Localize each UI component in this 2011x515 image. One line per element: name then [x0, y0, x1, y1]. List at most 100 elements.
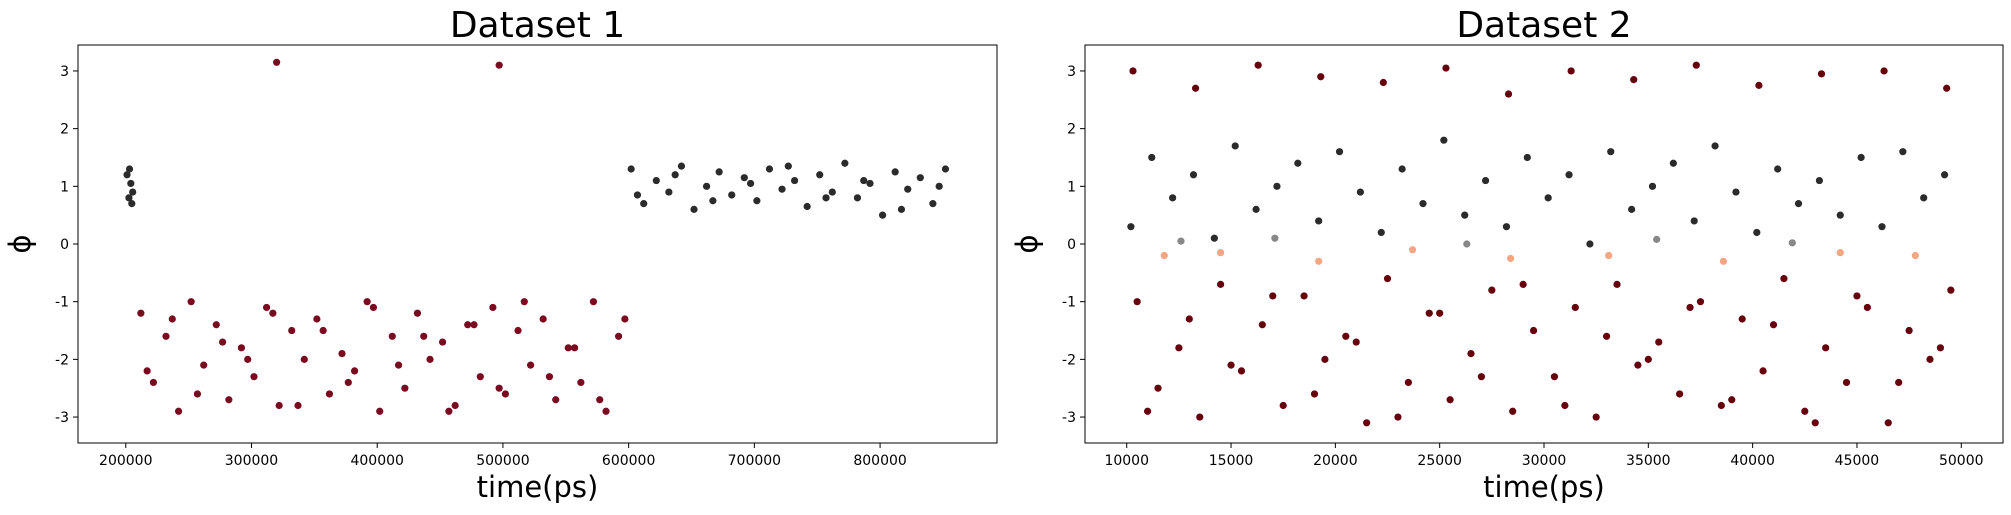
- point: [1148, 153, 1156, 162]
- point: [778, 185, 786, 193]
- point: [596, 396, 604, 404]
- point: [878, 211, 887, 219]
- point: [1863, 303, 1871, 312]
- axes-frame: [77, 44, 998, 444]
- x-tick-label: 50000: [1939, 453, 1984, 469]
- x-tick-label: 500000: [476, 453, 529, 469]
- point: [1342, 332, 1350, 340]
- point: [174, 407, 183, 415]
- point: [300, 355, 308, 363]
- point: [671, 171, 679, 179]
- point: [690, 205, 698, 213]
- point: [401, 384, 409, 392]
- point: [1753, 228, 1761, 237]
- point: [1738, 315, 1746, 323]
- point: [790, 176, 799, 185]
- point: [149, 378, 158, 387]
- point: [1780, 275, 1788, 283]
- point: [388, 332, 396, 340]
- point: [369, 303, 378, 312]
- point: [1363, 419, 1371, 427]
- point: [941, 165, 950, 173]
- point: [627, 165, 635, 173]
- x-tick-label: 15000: [1209, 453, 1254, 469]
- point: [1210, 234, 1218, 242]
- point: [1356, 188, 1364, 196]
- point: [1502, 223, 1511, 231]
- x-tick-label: 10000: [1104, 453, 1149, 469]
- point: [1884, 419, 1892, 427]
- point: [319, 326, 327, 335]
- point: [1755, 81, 1763, 89]
- point: [495, 384, 503, 392]
- point: [137, 309, 145, 317]
- point: [1467, 349, 1475, 358]
- point: [1300, 292, 1308, 300]
- point: [273, 58, 281, 66]
- x-tick-label: 45000: [1835, 453, 1880, 469]
- point: [1567, 67, 1575, 75]
- y-tick-label: -2: [55, 352, 69, 368]
- point: [589, 298, 598, 306]
- point: [413, 309, 422, 317]
- point: [1728, 396, 1736, 404]
- point: [602, 407, 610, 415]
- point: [1717, 401, 1725, 410]
- point: [1602, 332, 1611, 340]
- point: [640, 200, 648, 208]
- point: [376, 407, 384, 415]
- point: [1686, 303, 1694, 312]
- x-tick-label: 600000: [602, 453, 655, 469]
- point: [1273, 182, 1281, 190]
- point: [1822, 344, 1830, 352]
- point: [1878, 223, 1886, 231]
- x-tick-label: 20000: [1313, 453, 1358, 469]
- point: [552, 396, 560, 404]
- point: [1519, 280, 1527, 288]
- point: [1523, 153, 1531, 162]
- point: [621, 315, 629, 323]
- point: [288, 326, 296, 335]
- chart-title: Dataset 2: [1456, 5, 1631, 46]
- point: [1379, 78, 1387, 87]
- point: [125, 165, 134, 173]
- point: [545, 373, 554, 381]
- x-tick-label: 400000: [350, 453, 403, 469]
- x-tick-label: 200000: [99, 453, 152, 469]
- point: [1550, 373, 1559, 381]
- point: [350, 367, 359, 375]
- point: [514, 326, 522, 335]
- point: [935, 182, 943, 190]
- point: [1592, 413, 1600, 421]
- point: [1613, 280, 1621, 288]
- point: [1252, 205, 1260, 213]
- y-tick-label: -2: [1062, 352, 1076, 368]
- point: [451, 401, 459, 410]
- point: [614, 332, 623, 340]
- plot-area: [123, 58, 950, 415]
- point: [1160, 251, 1168, 260]
- y-tick-label: -1: [55, 295, 69, 311]
- point: [1315, 257, 1323, 265]
- point: [1853, 292, 1861, 300]
- y-tick-label: 1: [60, 179, 69, 195]
- point: [860, 176, 868, 185]
- point: [1504, 90, 1513, 98]
- point: [1571, 303, 1579, 312]
- point: [577, 378, 585, 387]
- point: [1899, 148, 1907, 156]
- point: [1315, 217, 1323, 225]
- point: [123, 171, 131, 179]
- point: [1143, 407, 1152, 415]
- point: [1817, 70, 1826, 78]
- point: [363, 298, 371, 306]
- point: [1669, 159, 1677, 167]
- point: [129, 188, 137, 196]
- point: [476, 373, 484, 381]
- point: [501, 390, 510, 398]
- point: [1383, 275, 1392, 283]
- point: [1692, 61, 1700, 69]
- y-tick-label: 1: [1067, 179, 1076, 195]
- point: [1940, 171, 1949, 179]
- point: [570, 344, 579, 352]
